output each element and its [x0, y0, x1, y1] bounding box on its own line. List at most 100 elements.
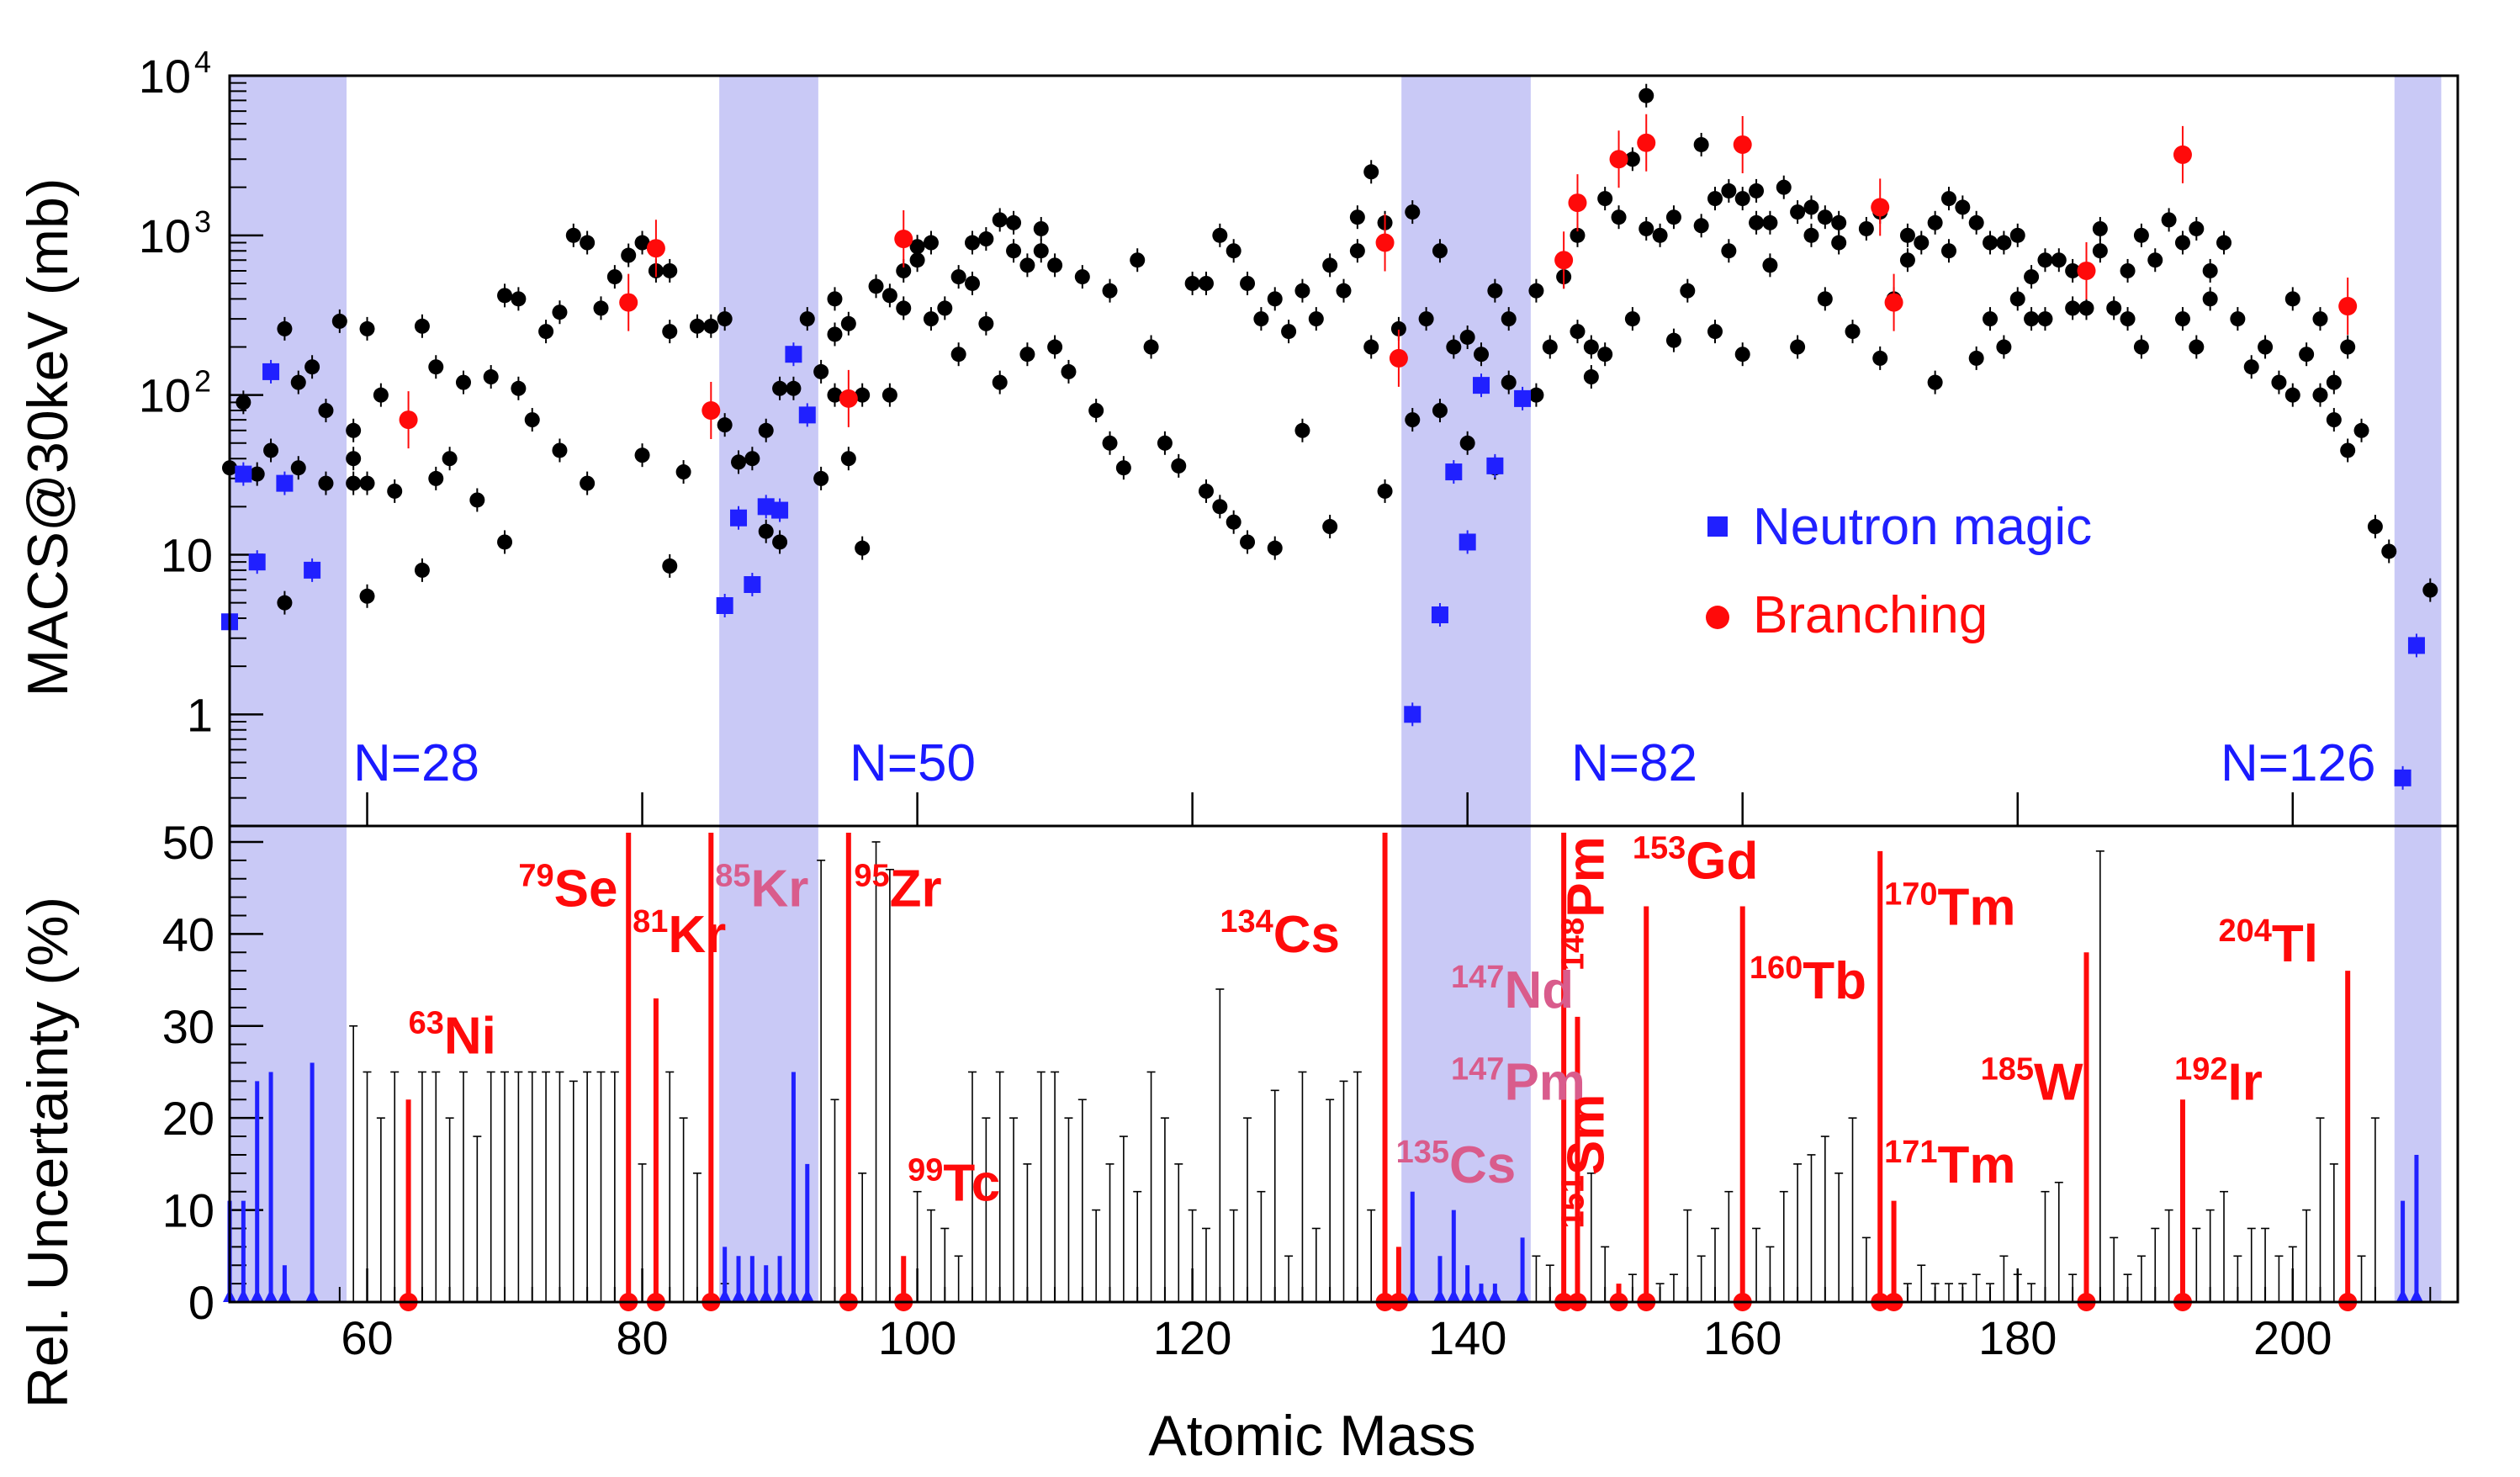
isotope-label-170-tm: 170Tm [1884, 876, 2015, 936]
nuclide-marker [2065, 262, 2081, 278]
nuclide-marker [2367, 519, 2383, 535]
nuclide-marker [1474, 347, 1490, 363]
magic-triangle-marker [1447, 1289, 1461, 1302]
nuclide-marker [331, 313, 347, 329]
isotope-symbol: W [2034, 1053, 2083, 1111]
nuclide-marker [1914, 235, 1930, 251]
bottom-y-tick-label: 30 [162, 1000, 214, 1053]
nuclide-marker [717, 417, 733, 433]
band-label-n-82: N=82 [1571, 734, 1697, 792]
magic-marker [1514, 389, 1532, 407]
isotope-mass-number: 171 [1884, 1135, 1937, 1170]
nuclide-marker [1446, 339, 1462, 355]
nuclide-marker [1363, 164, 1379, 180]
nuclide-marker [1996, 339, 2012, 355]
nuclide-marker [1803, 227, 1819, 243]
nuclide-marker [304, 359, 320, 375]
nuclide-marker [2024, 311, 2040, 327]
nuclide-marker [552, 442, 568, 458]
magic-marker [1404, 706, 1421, 723]
nuclide-marker [1776, 179, 1792, 195]
nuclide-marker [1955, 199, 1971, 215]
nuclide-marker [1212, 227, 1228, 243]
isotope-symbol: Pm [1504, 1053, 1585, 1111]
nuclide-marker [2284, 387, 2300, 403]
nuclide-marker [2189, 339, 2205, 355]
shell-bands-top [230, 76, 2442, 826]
nuclide-marker [1639, 87, 1654, 103]
nuclide-marker [1790, 339, 1806, 355]
x-tick-label: 160 [1703, 1311, 1781, 1364]
top-y-tick-label: 10 [139, 209, 191, 262]
isotope-mass-number: 147 [1451, 1051, 1504, 1087]
bottom-panel-bars [223, 833, 2423, 1311]
isotope-symbol: Kr [751, 860, 809, 918]
isotope-label-147-nd: 147Nd [1451, 960, 1574, 1019]
nuclide-marker [1006, 243, 1022, 259]
top-y-tick-exponent: 3 [194, 204, 211, 239]
isotope-symbol: Gd [1686, 833, 1758, 891]
nuclide-marker [1322, 519, 1338, 535]
bottom-y-tick-label: 10 [162, 1184, 214, 1237]
nuclide-marker [813, 363, 829, 379]
nuclide-marker [1432, 243, 1448, 259]
nuclide-marker [634, 447, 650, 463]
nuclide-marker [1927, 374, 1943, 390]
nuclide-marker [1047, 257, 1063, 273]
isotope-mass-number: 151 [1556, 1175, 1591, 1228]
legend-neutron-magic: Neutron magic [1753, 498, 2092, 556]
nuclide-marker [497, 534, 513, 550]
x-tick-label: 100 [878, 1311, 956, 1364]
shell-band-top-n-50 [719, 76, 818, 826]
nuclide-marker [593, 300, 609, 316]
nuclide-marker [1240, 534, 1256, 550]
nuclide-marker [1597, 191, 1613, 207]
isotope-mass-number: 160 [1750, 950, 1803, 986]
nuclide-marker [346, 475, 362, 491]
top-y-tick-exponent: 4 [194, 45, 211, 79]
isotope-label-160-tb: 160Tb [1750, 950, 1866, 1010]
isotope-label-153-gd: 153Gd [1633, 831, 1759, 891]
nuclide-marker [1143, 339, 1159, 355]
x-tick-label: 200 [2253, 1311, 2332, 1364]
nuclide-marker [2024, 269, 2040, 285]
nuclide-marker [950, 347, 966, 363]
magic-marker [744, 576, 761, 594]
magic-triangle-marker [305, 1289, 320, 1302]
branching-marker [619, 293, 638, 312]
nuclide-marker [1680, 283, 1696, 299]
nuclide-marker [1294, 283, 1310, 299]
isotope-mass-number: 99 [908, 1153, 943, 1188]
isotope-label-204-tl: 204Tl [2218, 913, 2318, 973]
nuclide-marker [2092, 220, 2108, 236]
nuclide-marker [662, 262, 678, 278]
nuclide-marker [1927, 214, 1943, 230]
nuclide-marker [992, 212, 1008, 228]
magic-triangle-marker [2409, 1289, 2423, 1302]
magic-triangle-marker [800, 1289, 814, 1302]
shell-band-top-n-28 [230, 76, 347, 826]
nuclide-marker [923, 235, 939, 251]
nuclide-marker [1033, 220, 1049, 236]
magic-marker [1431, 606, 1448, 624]
x-axis-label: Atomic Mass [1148, 1404, 1475, 1468]
magic-triangle-marker [732, 1289, 746, 1302]
nuclide-marker [1996, 235, 2012, 251]
nuclide-marker [992, 374, 1008, 390]
nuclide-marker [2009, 291, 2025, 307]
isotope-label-148-pm: 148Pm [1556, 836, 1616, 971]
nuclide-marker [1639, 220, 1654, 236]
nuclide-marker [1597, 347, 1613, 363]
nuclide-marker [483, 369, 499, 385]
nuclide-marker [359, 588, 375, 604]
branching-marker [1609, 150, 1628, 169]
magic-marker [276, 474, 294, 492]
isotope-symbol: Kr [668, 906, 726, 964]
nuclide-marker [786, 380, 802, 396]
branching-marker [1389, 348, 1408, 368]
shell-band-bottom-n-82 [1401, 826, 1531, 1302]
magic-triangle-marker [2396, 1289, 2410, 1302]
magic-marker [771, 501, 789, 519]
magic-triangle-marker [717, 1289, 732, 1302]
